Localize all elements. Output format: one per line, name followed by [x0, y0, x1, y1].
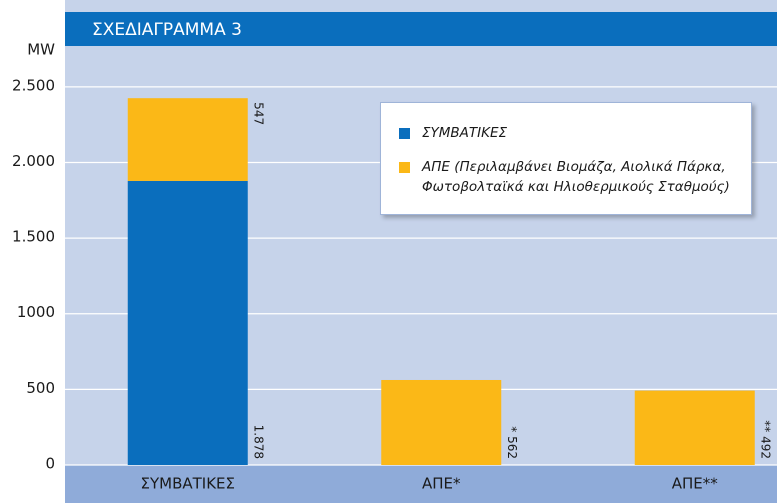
- legend-swatch: [399, 128, 410, 139]
- y-tick-label: 2.500: [12, 76, 55, 94]
- chart-title: ΣΧΕΔΙΑΓΡΑΜΜΑ 3: [92, 20, 242, 40]
- title-band: [65, 12, 777, 46]
- x-tick-label: ΑΠΕ*: [422, 475, 461, 493]
- bar-segment: [127, 180, 248, 466]
- x-axis-band: [65, 465, 777, 503]
- bar-segment: [381, 379, 502, 465]
- bar-segment: [127, 98, 248, 181]
- y-tick-label: 1000: [17, 303, 55, 321]
- y-tick-label: 2.000: [12, 152, 55, 170]
- y-tick-label: 0: [45, 455, 55, 473]
- legend-swatch: [399, 162, 410, 173]
- legend-item: ΣΥΜΒΑΤΙΚΕΣ: [399, 123, 741, 143]
- y-axis-label: MW: [27, 41, 55, 59]
- y-tick-label: 500: [26, 379, 55, 397]
- value-label: * 562: [505, 426, 519, 459]
- legend: ΣΥΜΒΑΤΙΚΕΣ ΑΠΕ (Περιλαμβάνει Βιομάζα, Αιο…: [380, 102, 752, 215]
- legend-label: ΣΥΜΒΑΤΙΚΕΣ: [422, 125, 508, 141]
- bar-segment: [634, 390, 755, 465]
- x-tick-label: ΑΠΕ**: [672, 475, 719, 493]
- x-tick-label: ΣΥΜΒΑΤΙΚΕΣ: [140, 475, 235, 493]
- value-label: ** 492: [758, 420, 772, 459]
- value-label: 1.878: [251, 425, 265, 459]
- value-label: 547: [251, 102, 265, 125]
- legend-label: ΑΠΕ (Περιλαμβάνει Βιομάζα, Αιολικά Πάρκα…: [422, 159, 730, 195]
- top-strip: [65, 0, 777, 12]
- legend-item: ΑΠΕ (Περιλαμβάνει Βιομάζα, Αιολικά Πάρκα…: [399, 157, 741, 197]
- y-tick-label: 1.500: [12, 228, 55, 246]
